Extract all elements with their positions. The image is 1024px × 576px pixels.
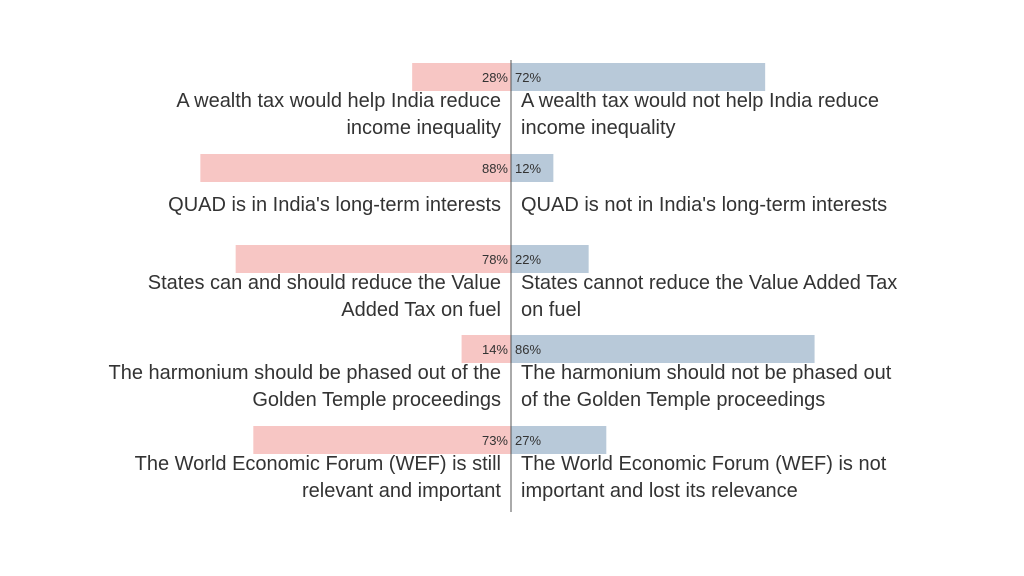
statement-right-0-line-0: A wealth tax would not help India reduce	[521, 90, 879, 112]
statement-left-4-line-0: The World Economic Forum (WEF) is still	[135, 453, 501, 475]
value-label-left-2: 78%	[482, 252, 508, 267]
statement-left-0-line-0: A wealth tax would help India reduce	[176, 90, 501, 112]
value-label-left-3: 14%	[482, 342, 508, 357]
statement-left-0-line-1: income inequality	[346, 117, 501, 139]
bar-right-2	[511, 245, 589, 273]
value-label-right-0: 72%	[515, 70, 541, 85]
statement-right-2-line-1: on fuel	[521, 299, 581, 321]
labels-layer: 28% 72% A wealth tax would help India redu…	[109, 70, 898, 502]
statement-left-2-line-1: Added Tax on fuel	[341, 299, 501, 321]
bar-right-0	[511, 63, 766, 91]
statement-left-3-line-1: Golden Temple proceedings	[252, 389, 501, 411]
bar-left-0	[412, 63, 511, 91]
value-label-right-4: 27%	[515, 433, 541, 448]
bar-left-2	[235, 245, 511, 273]
statement-right-4-line-0: The World Economic Forum (WEF) is not	[521, 453, 887, 475]
value-label-left-4: 73%	[482, 433, 508, 448]
bar-left-4	[253, 426, 511, 454]
statement-left-1-line-0: QUAD is in India's long-term interests	[168, 194, 501, 216]
bar-left-1	[200, 154, 512, 182]
statement-right-3-line-1: of the Golden Temple proceedings	[521, 389, 825, 411]
bar-right-1	[511, 154, 554, 182]
bars-layer	[200, 63, 815, 454]
bar-right-4	[511, 426, 607, 454]
value-label-right-3: 86%	[515, 342, 541, 357]
bar-left-3	[461, 335, 511, 363]
statement-right-2-line-0: States cannot reduce the Value Added Tax	[521, 272, 897, 294]
statement-left-4-line-1: relevant and important	[302, 480, 501, 502]
statement-right-4-line-1: important and lost its relevance	[521, 480, 798, 502]
value-label-left-1: 88%	[482, 161, 508, 176]
statement-right-1-line-0: QUAD is not in India's long-term interes…	[521, 194, 887, 216]
statement-right-0-line-1: income inequality	[521, 117, 676, 139]
value-label-left-0: 28%	[482, 70, 508, 85]
value-label-right-2: 22%	[515, 252, 541, 267]
statement-left-3-line-0: The harmonium should be phased out of th…	[109, 362, 501, 384]
value-label-right-1: 12%	[515, 161, 541, 176]
statement-left-2-line-0: States can and should reduce the Value	[148, 272, 501, 294]
bar-right-3	[511, 335, 815, 363]
statement-right-3-line-0: The harmonium should not be phased out	[521, 362, 892, 384]
